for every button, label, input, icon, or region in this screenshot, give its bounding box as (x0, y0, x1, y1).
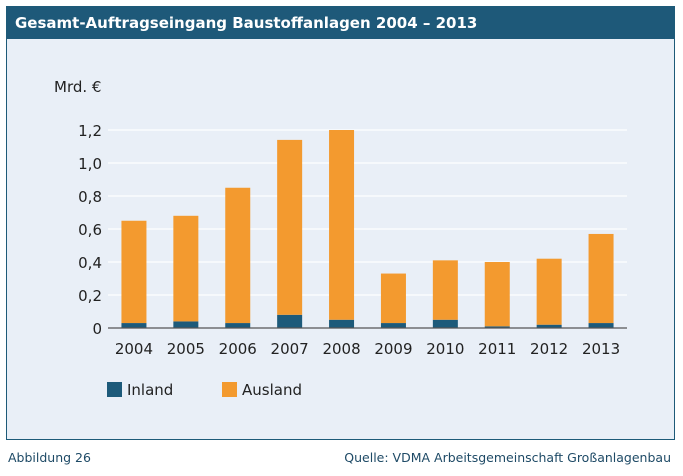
bar-inland-2004 (121, 323, 147, 328)
x-tick-label: 2005 (167, 340, 205, 358)
bar-inland-2011 (484, 326, 510, 328)
bar-ausland-2008 (329, 130, 355, 320)
bar-inland-2007 (277, 314, 303, 328)
x-tick-label: 2013 (582, 340, 620, 358)
x-tick-label: 2010 (426, 340, 464, 358)
x-tick-label: 2006 (219, 340, 257, 358)
legend-swatch-ausland (222, 382, 237, 397)
bar-ausland-2012 (536, 258, 562, 325)
y-tick-label: 0 (92, 320, 102, 338)
legend-swatch-inland (107, 382, 122, 397)
bar-ausland-2004 (121, 220, 147, 324)
chart-frame: Gesamt-Auftragseingang Baustoffanlagen 2… (6, 6, 675, 440)
chart-title: Gesamt-Auftragseingang Baustoffanlagen 2… (7, 7, 674, 39)
bar-inland-2013 (588, 323, 614, 328)
y-tick-label: 1,2 (78, 122, 102, 140)
bar-ausland-2010 (432, 260, 458, 320)
x-tick-label: 2009 (374, 340, 412, 358)
source-note: Quelle: VDMA Arbeitsgemeinschaft Großanl… (344, 450, 671, 465)
bar-inland-2005 (173, 321, 199, 328)
x-tick-label: 2007 (271, 340, 309, 358)
bar-inland-2012 (536, 324, 562, 328)
y-tick-label: 0,6 (78, 221, 102, 239)
bar-inland-2009 (380, 323, 406, 328)
bar-ausland-2011 (484, 262, 510, 327)
x-tick-label: 2012 (530, 340, 568, 358)
bar-inland-2006 (225, 323, 251, 328)
x-tick-label: 2011 (478, 340, 516, 358)
x-tick-label: 2008 (322, 340, 360, 358)
bar-ausland-2006 (225, 187, 251, 324)
stacked-bar-chart: 0 0,2 0,4 0,6 0,8 1,0 1,2 Mrd. € 2004 2005 2006 200… (54, 78, 627, 399)
bar-ausland-2009 (380, 273, 406, 324)
bar-inland-2008 (329, 319, 355, 328)
bar-inland-2010 (432, 319, 458, 328)
y-tick-label: 0,8 (78, 188, 102, 206)
figure-label: Abbildung 26 (8, 450, 91, 465)
legend-label-ausland: Ausland (242, 381, 302, 399)
y-axis-label: Mrd. € (54, 78, 101, 96)
y-tick-label: 0,4 (78, 254, 102, 272)
bar-ausland-2007 (277, 139, 303, 315)
y-tick-label: 0,2 (78, 287, 102, 305)
x-tick-label: 2004 (115, 340, 153, 358)
legend-label-inland: Inland (127, 381, 173, 399)
bar-ausland-2013 (588, 233, 614, 324)
y-tick-label: 1,0 (78, 155, 102, 173)
bar-ausland-2005 (173, 215, 199, 322)
